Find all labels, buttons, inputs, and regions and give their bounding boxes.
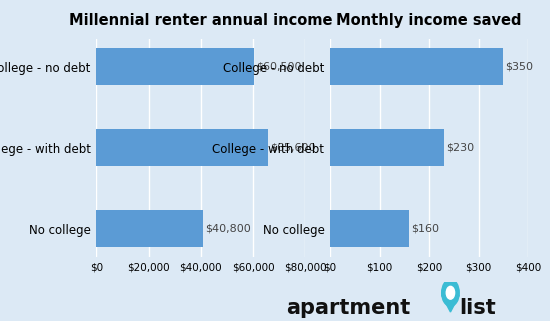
Bar — [330, 48, 503, 85]
Bar — [96, 211, 203, 247]
Title: Monthly income saved: Monthly income saved — [336, 13, 522, 28]
Title: Millennial renter annual income: Millennial renter annual income — [69, 13, 333, 28]
Text: $350: $350 — [505, 62, 534, 72]
Circle shape — [446, 286, 455, 299]
Circle shape — [442, 279, 459, 306]
Bar — [330, 129, 444, 166]
Polygon shape — [442, 295, 459, 312]
Text: $40,800: $40,800 — [205, 224, 251, 234]
Text: apartment: apartment — [286, 298, 410, 318]
Text: $230: $230 — [446, 143, 474, 153]
Text: $65,600: $65,600 — [270, 143, 315, 153]
Bar — [96, 48, 254, 85]
Bar — [96, 129, 268, 166]
Text: list: list — [459, 298, 496, 318]
Text: $160: $160 — [411, 224, 439, 234]
Bar — [330, 211, 409, 247]
Text: $60,500: $60,500 — [256, 62, 302, 72]
